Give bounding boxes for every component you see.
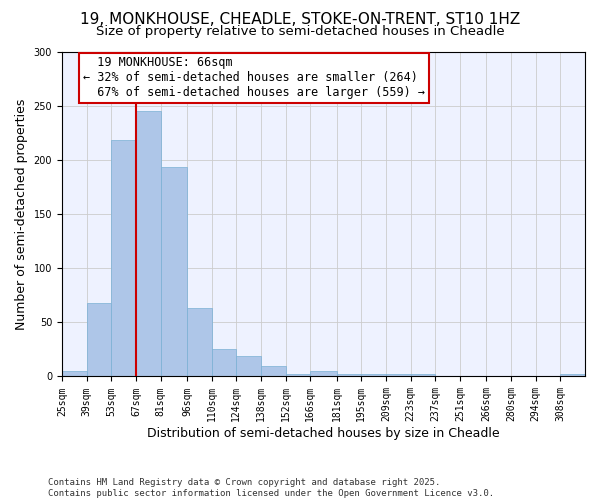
Y-axis label: Number of semi-detached properties: Number of semi-detached properties bbox=[15, 98, 28, 330]
Bar bbox=[111, 140, 136, 376]
Bar bbox=[410, 374, 435, 376]
Text: Contains HM Land Registry data © Crown copyright and database right 2025.
Contai: Contains HM Land Registry data © Crown c… bbox=[48, 478, 494, 498]
Bar bbox=[386, 374, 410, 376]
Bar bbox=[136, 111, 161, 376]
X-axis label: Distribution of semi-detached houses by size in Cheadle: Distribution of semi-detached houses by … bbox=[147, 427, 500, 440]
Bar bbox=[310, 371, 337, 376]
Bar bbox=[261, 366, 286, 376]
Bar bbox=[236, 356, 261, 376]
Text: 19, MONKHOUSE, CHEADLE, STOKE-ON-TRENT, ST10 1HZ: 19, MONKHOUSE, CHEADLE, STOKE-ON-TRENT, … bbox=[80, 12, 520, 28]
Bar bbox=[161, 168, 187, 376]
Bar bbox=[560, 374, 585, 376]
Bar bbox=[187, 308, 212, 376]
Bar bbox=[62, 371, 86, 376]
Bar bbox=[337, 374, 361, 376]
Text: Size of property relative to semi-detached houses in Cheadle: Size of property relative to semi-detach… bbox=[95, 25, 505, 38]
Bar bbox=[86, 303, 111, 376]
Bar bbox=[286, 374, 310, 376]
Bar bbox=[361, 374, 386, 376]
Text: 19 MONKHOUSE: 66sqm
← 32% of semi-detached houses are smaller (264)
  67% of sem: 19 MONKHOUSE: 66sqm ← 32% of semi-detach… bbox=[83, 56, 425, 100]
Bar bbox=[212, 350, 236, 376]
